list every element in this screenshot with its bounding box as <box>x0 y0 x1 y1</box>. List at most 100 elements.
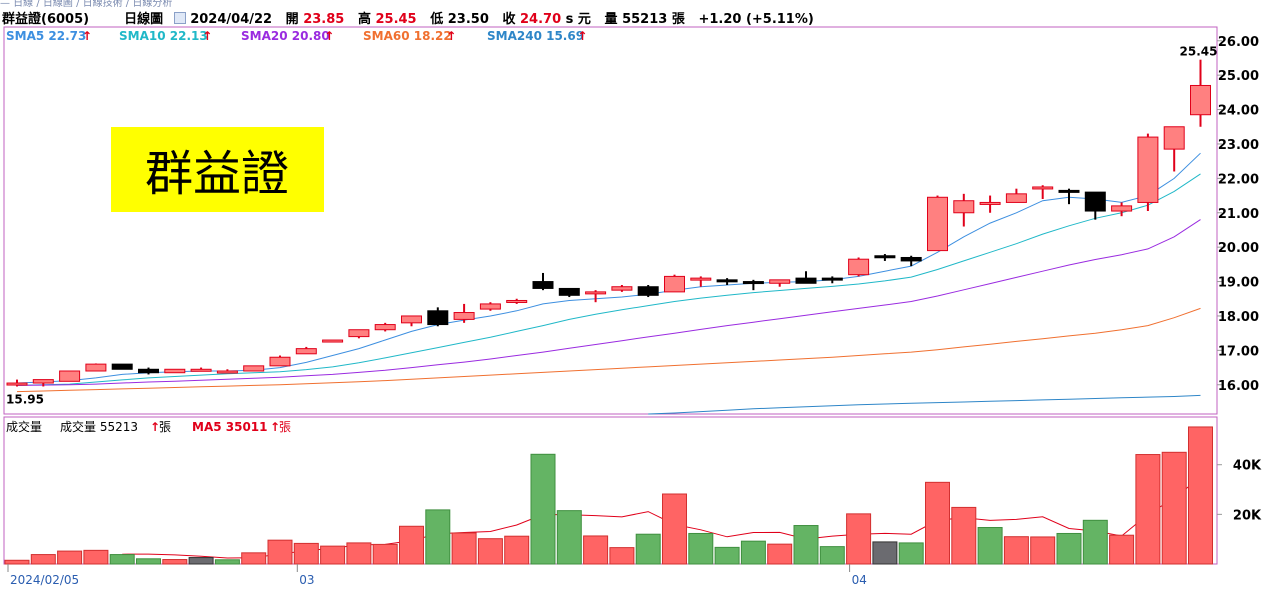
candle-body[interactable] <box>664 275 685 293</box>
volume-bar[interactable] <box>898 542 924 565</box>
volume-bar[interactable] <box>241 552 267 565</box>
candle-body[interactable] <box>1163 126 1185 150</box>
volume-bar[interactable] <box>30 554 56 565</box>
chart-kind-dropdown-icon[interactable] <box>173 12 186 24</box>
volume-bar[interactable] <box>609 547 635 565</box>
volume-bar[interactable] <box>714 546 740 565</box>
candle-body[interactable] <box>506 299 528 303</box>
candle-body[interactable] <box>795 277 817 284</box>
candle-body[interactable] <box>427 310 449 326</box>
stock-name[interactable]: 群益證(6005) <box>2 12 90 27</box>
volume-bar[interactable] <box>583 535 609 565</box>
volume-bar[interactable] <box>977 527 1003 565</box>
volume-bar[interactable] <box>4 559 30 565</box>
candle-body[interactable] <box>111 363 133 370</box>
volume-bar[interactable] <box>214 559 240 565</box>
candle-body[interactable] <box>1111 205 1133 212</box>
volume-bar[interactable] <box>951 506 977 565</box>
candle-body[interactable] <box>979 201 1001 205</box>
candle-body[interactable] <box>1084 191 1106 212</box>
candle-body[interactable] <box>479 303 501 310</box>
candlesticks[interactable] <box>6 59 1211 387</box>
chart-kind[interactable]: 日線圖 <box>124 12 164 27</box>
candle-body[interactable] <box>190 368 212 372</box>
volume-bar[interactable] <box>1135 454 1161 565</box>
candle-body[interactable] <box>821 277 843 281</box>
candle-body[interactable] <box>637 286 659 296</box>
volume-bar[interactable] <box>1188 426 1213 565</box>
volume-bar[interactable] <box>57 550 83 565</box>
candle-body[interactable] <box>1005 193 1027 203</box>
candle-body[interactable] <box>532 281 554 289</box>
candle-body[interactable] <box>453 312 475 320</box>
volume-bar[interactable] <box>425 509 451 565</box>
candle-body[interactable] <box>742 281 764 285</box>
volume-bar[interactable] <box>109 554 135 565</box>
volume-bar[interactable] <box>767 543 793 565</box>
volume-bar[interactable] <box>162 559 188 565</box>
candle-body[interactable] <box>6 382 28 386</box>
candle-body[interactable] <box>216 370 238 374</box>
candle-body[interactable] <box>769 279 791 284</box>
candle-body[interactable] <box>1032 186 1054 190</box>
volume-bars[interactable] <box>4 426 1213 565</box>
volume-bar[interactable] <box>372 543 398 565</box>
volume-bar[interactable] <box>635 533 661 565</box>
volume-bar[interactable] <box>556 510 582 565</box>
candle-body[interactable] <box>85 363 107 372</box>
volume-bar[interactable] <box>504 535 530 565</box>
candle-body[interactable] <box>374 324 396 331</box>
volume-bar[interactable] <box>872 541 898 565</box>
candle-body[interactable] <box>1058 189 1080 193</box>
candle-body[interactable] <box>611 286 633 291</box>
volume-bar[interactable] <box>662 493 687 565</box>
volume-bar[interactable] <box>925 481 950 565</box>
candle-body[interactable] <box>874 255 896 259</box>
volume-bar[interactable] <box>451 532 477 565</box>
candle-body[interactable] <box>900 256 922 262</box>
volume-bar[interactable] <box>346 542 372 565</box>
candle-body[interactable] <box>243 365 265 372</box>
candle-body[interactable] <box>585 291 607 295</box>
volume-bar[interactable] <box>530 453 556 565</box>
candle-body[interactable] <box>716 279 738 283</box>
volume-bar[interactable] <box>793 525 819 565</box>
candle-body[interactable] <box>348 329 370 338</box>
candle-body[interactable] <box>690 277 712 281</box>
candle-body[interactable] <box>322 339 344 343</box>
candle-body[interactable] <box>1137 136 1159 203</box>
volume-ma-unit: 張 <box>279 420 291 434</box>
candle-body[interactable] <box>1190 84 1211 116</box>
volume-bar[interactable] <box>688 532 714 565</box>
candle-body[interactable] <box>32 379 54 384</box>
candle-body[interactable] <box>138 368 159 374</box>
candle-body[interactable] <box>927 196 948 252</box>
volume-bar[interactable] <box>1082 519 1108 565</box>
volume-bar[interactable] <box>293 542 319 565</box>
volume-bar[interactable] <box>740 540 766 565</box>
volume-bar[interactable] <box>477 538 503 565</box>
volume-bar[interactable] <box>846 513 872 565</box>
candle-body[interactable] <box>164 368 186 374</box>
volume-bar[interactable] <box>1109 534 1135 565</box>
volume-bar[interactable] <box>320 545 346 565</box>
volume-bar[interactable] <box>188 557 214 565</box>
volume-bar[interactable] <box>399 525 424 565</box>
volume-bar[interactable] <box>819 546 845 565</box>
volume-bar[interactable] <box>136 558 161 565</box>
volume-bar[interactable] <box>1003 536 1029 565</box>
open-value: 23.85 <box>303 12 345 27</box>
volume-bar[interactable] <box>83 549 109 565</box>
candle-body[interactable] <box>295 348 317 355</box>
candle-body[interactable] <box>953 200 975 214</box>
candle-body[interactable] <box>848 258 870 276</box>
candle-body[interactable] <box>269 356 291 367</box>
candle-body[interactable] <box>401 315 422 324</box>
volume-bar[interactable] <box>1161 451 1187 565</box>
volume-bar[interactable] <box>267 539 293 565</box>
candle-body[interactable] <box>59 370 81 382</box>
candle-body[interactable] <box>558 287 580 296</box>
volume-bar[interactable] <box>1056 532 1082 565</box>
volume-bar[interactable] <box>1030 536 1056 565</box>
